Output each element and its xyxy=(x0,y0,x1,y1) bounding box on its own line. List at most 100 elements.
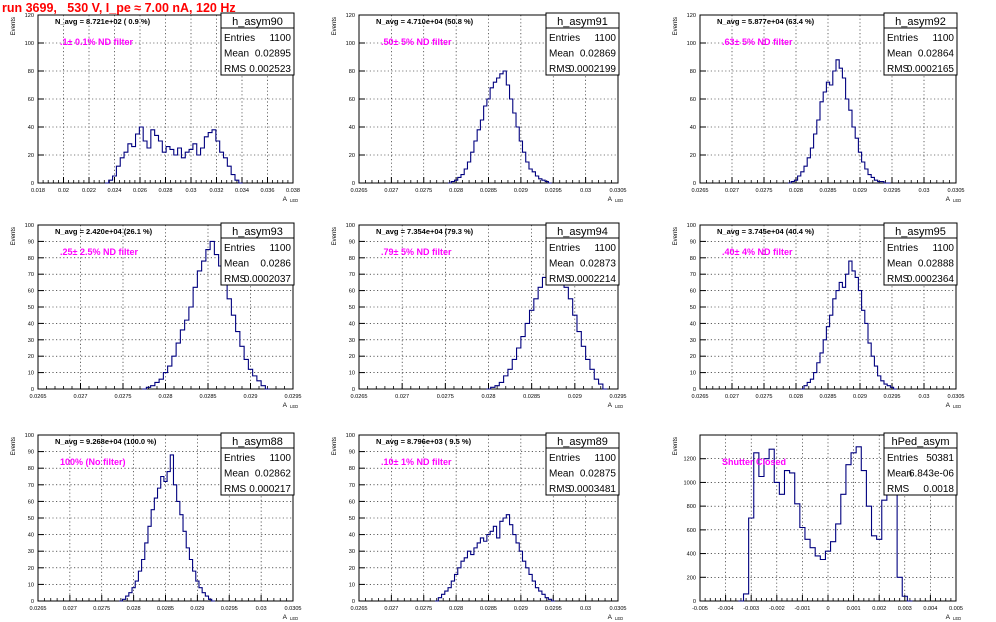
y-tick-label: 0 xyxy=(31,599,34,605)
stats-label: Entries xyxy=(549,453,580,464)
y-axis-label: Events xyxy=(11,227,17,245)
histogram-name: h_asym91 xyxy=(557,16,608,28)
y-tick-label: 400 xyxy=(687,552,696,558)
y-tick-label: 100 xyxy=(346,223,355,229)
y-tick-label: 20 xyxy=(349,354,355,360)
y-tick-label: 60 xyxy=(349,97,355,103)
y-tick-label: 40 xyxy=(690,125,696,131)
x-tick-label: 0.027 xyxy=(74,394,88,400)
x-tick-label: 0.0275 xyxy=(755,188,772,194)
x-tick-label: 0.0265 xyxy=(350,394,367,400)
x-tick-label: 0.0295 xyxy=(221,606,238,612)
y-tick-label: 0 xyxy=(352,599,355,605)
stats-value: 1100 xyxy=(594,453,616,464)
x-axis-label: A xyxy=(946,196,951,203)
x-tick-label: 0.0265 xyxy=(691,394,708,400)
panel-h_asym92: 0.0265 0.027 0.0275 0.028 0.0285 0.029 0.0295 0… xyxy=(673,12,965,203)
y-tick-label: 90 xyxy=(690,239,696,245)
stats-box xyxy=(883,12,958,76)
panel-h_asym95: 0.0265 0.027 0.0275 0.028 0.0285 0.029 0.0295 0… xyxy=(673,222,965,409)
stats-value: 0.0002165 xyxy=(907,64,955,75)
y-tick-label: 0 xyxy=(352,181,355,187)
x-axis-label: A xyxy=(283,614,288,621)
x-axis-label: A xyxy=(283,196,288,203)
y-tick-label: 10 xyxy=(28,371,34,377)
x-tick-label: 0.0285 xyxy=(819,188,836,194)
x-tick-label: 0.0285 xyxy=(523,394,540,400)
stats-box xyxy=(220,12,295,76)
x-tick-label: 0.0285 xyxy=(199,394,216,400)
x-tick-label: 0.026 xyxy=(133,188,147,194)
x-tick-label: 0.0275 xyxy=(437,394,454,400)
x-axis-label-subscript: LED xyxy=(615,404,623,409)
y-tick-label: 60 xyxy=(28,499,34,505)
stats-value: 6.843e-06 xyxy=(909,469,954,480)
n-avg-label: N_avg = 8.796e+03 ( 9.5 %) xyxy=(376,437,472,446)
y-tick-label: 30 xyxy=(349,338,355,344)
n-avg-label: N_avg = 5.877e+04 (63.4 %) xyxy=(717,17,815,26)
x-tick-label: 0.038 xyxy=(286,188,300,194)
y-tick-label: 10 xyxy=(28,582,34,588)
stats-box xyxy=(883,432,958,496)
panel-h_asym93: 0.0265 0.027 0.0275 0.028 0.0285 0.029 0.0295 0… xyxy=(11,222,302,409)
stats-label: Mean xyxy=(549,469,574,480)
y-tick-label: 80 xyxy=(28,466,34,472)
y-tick-label: 120 xyxy=(346,13,355,19)
stats-label: Mean xyxy=(549,259,574,270)
stats-label: Entries xyxy=(887,453,918,464)
x-tick-label: 0.0295 xyxy=(883,394,900,400)
x-tick-label: -0.003 xyxy=(743,606,759,612)
stats-label: Mean xyxy=(224,469,249,480)
y-tick-label: 90 xyxy=(349,450,355,456)
x-tick-label: 0.0295 xyxy=(284,394,301,400)
stats-value: 0.0003481 xyxy=(569,484,617,495)
y-tick-label: 100 xyxy=(25,41,34,47)
x-tick-label: 0.005 xyxy=(949,606,963,612)
x-tick-label: 0.0265 xyxy=(350,606,367,612)
histogram-name: hPed_asym xyxy=(891,436,949,448)
x-tick-label: 0.0285 xyxy=(819,394,836,400)
y-tick-label: 40 xyxy=(349,533,355,539)
x-tick-label: 0 xyxy=(826,606,829,612)
y-tick-label: 50 xyxy=(28,516,34,522)
stats-label: Mean xyxy=(887,259,912,270)
x-tick-label: 0.029 xyxy=(853,394,867,400)
y-tick-label: 70 xyxy=(349,483,355,489)
y-axis-label: Events xyxy=(332,437,338,455)
y-tick-label: 40 xyxy=(28,533,34,539)
stats-value: 0.02875 xyxy=(580,469,617,480)
x-tick-label: 0.03 xyxy=(919,394,930,400)
x-axis-label: A xyxy=(608,402,613,409)
x-tick-label: -0.002 xyxy=(769,606,785,612)
stats-value: 0.0002037 xyxy=(244,274,292,285)
filter-label: .50± 5% ND filter xyxy=(381,37,452,47)
stats-label: Mean xyxy=(224,49,249,60)
x-tick-label: 0.03 xyxy=(186,188,197,194)
x-tick-label: 0.002 xyxy=(872,606,886,612)
y-tick-label: 100 xyxy=(687,41,696,47)
y-tick-label: 80 xyxy=(349,466,355,472)
y-tick-label: 20 xyxy=(690,153,696,159)
stats-value: 1100 xyxy=(269,453,291,464)
histogram-line-h_asym91 xyxy=(448,70,552,184)
histogram-name: h_asym90 xyxy=(232,16,283,28)
stats-box xyxy=(220,222,295,286)
x-tick-label: -0.005 xyxy=(692,606,708,612)
histogram-line-h_asym93 xyxy=(142,240,270,390)
x-tick-label: 0.0265 xyxy=(691,188,708,194)
stats-label: RMS xyxy=(887,484,910,495)
y-tick-label: 80 xyxy=(690,256,696,262)
y-axis-label: Events xyxy=(332,227,338,245)
x-tick-label: 0.029 xyxy=(190,606,204,612)
filter-label: Shutter Closed xyxy=(722,457,786,467)
n-avg-label: N_avg = 4.710e+04 (50.8 %) xyxy=(376,17,474,26)
x-tick-label: 0.001 xyxy=(847,606,861,612)
stats-label: Entries xyxy=(549,243,580,254)
y-tick-label: 120 xyxy=(687,13,696,19)
x-tick-label: 0.018 xyxy=(31,188,45,194)
x-tick-label: 0.028 xyxy=(449,188,463,194)
x-axis-label: A xyxy=(283,402,288,409)
y-tick-label: 1000 xyxy=(684,480,696,486)
y-tick-label: 60 xyxy=(349,289,355,295)
